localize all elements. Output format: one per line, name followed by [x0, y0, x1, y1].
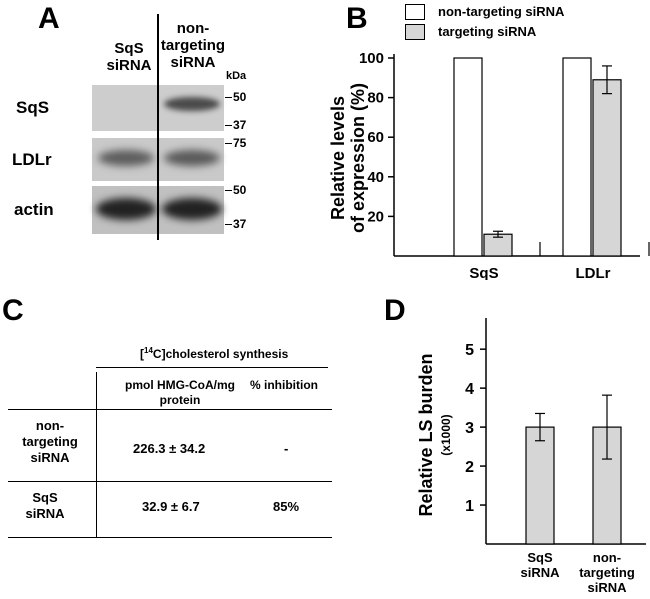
row-label-sqs: SqS	[16, 98, 50, 117]
y-tick-label: 40	[367, 169, 384, 186]
header-sup: 14	[144, 346, 153, 355]
band-actin-nontargeting	[162, 198, 222, 220]
y-tick-label: 2	[465, 459, 474, 476]
ylabel-b-line2: of expression (%)	[348, 83, 368, 233]
x-tick-label: SqS	[469, 265, 498, 280]
y-tick-label: 80	[367, 90, 384, 107]
row-label-nontargeting: non- targeting siRNA	[22, 418, 78, 465]
panel-d-letter: D	[384, 294, 406, 327]
y-tick-label: 100	[359, 50, 384, 67]
band-ldlr-nontargeting	[164, 150, 220, 166]
x-tick-label: LDLr	[576, 265, 611, 280]
chart-b: Relative levels of expression (%) 20 40 60…	[328, 50, 650, 280]
y-tick-label: 4	[465, 381, 474, 398]
panel-c-letter: C	[2, 294, 24, 327]
table-bottom-rule	[8, 537, 332, 538]
legend-label-nontargeting: non-targeting siRNA	[438, 4, 565, 19]
lane-divider	[157, 14, 159, 240]
marker-actin-50: 50	[233, 183, 247, 197]
y-tick-label: 5	[465, 342, 474, 359]
bar-ls-burden	[525, 426, 555, 545]
kda-label: kDa	[226, 70, 247, 82]
bar-nontargeting-ldlr	[562, 57, 592, 257]
header-pre: [	[140, 347, 144, 361]
inhibition-sqs: 85%	[273, 499, 300, 514]
panel-a-letter: A	[38, 2, 60, 35]
marker-dash	[225, 190, 232, 191]
inhibition-nontargeting: -	[284, 441, 289, 456]
marker-actin-37: 37	[233, 217, 247, 231]
ylabel-d: Relative LS burden	[416, 353, 436, 516]
bar-nontargeting-sqs	[453, 57, 483, 257]
y-tick-label: 20	[367, 208, 384, 225]
y-tick-label: 3	[465, 420, 474, 437]
x-tick-label: non-targeting siRNA	[579, 550, 635, 595]
y-tick-label: 60	[367, 129, 384, 146]
ylabel-d-sub: (x1000)	[439, 414, 453, 455]
band-ldlr-sqs	[98, 150, 154, 166]
marker-dash	[225, 125, 232, 126]
header-post: C]cholesterol synthesis	[152, 347, 289, 361]
lane-label-nontargeting: non- targeting siRNA	[160, 20, 226, 71]
band-sqs-nontargeting	[164, 97, 220, 111]
table-col-rule	[96, 372, 97, 538]
marker-sqs-37: 37	[233, 118, 247, 132]
legend-swatch-nontargeting	[405, 4, 425, 20]
table-header-title: [14C]cholesterol synthesis	[140, 346, 288, 361]
legend-label-targeting: targeting siRNA	[438, 24, 537, 39]
value-sqs: 32.9 ± 6.7	[142, 499, 200, 514]
row-label-ldlr: LDLr	[12, 150, 52, 169]
bar-targeting-ldlr	[592, 79, 622, 257]
col-header-hmg: pmol HMG-CoA/mg protein	[125, 378, 235, 407]
band-actin-sqs	[96, 198, 156, 220]
marker-dash	[225, 97, 232, 98]
panel-b-letter: B	[346, 2, 368, 35]
row-label-actin: actin	[14, 200, 54, 219]
table-header-rule	[96, 367, 328, 368]
chart-d: Relative LS burden (x1000) 1 2 3 4 5 SqS siRNA…	[416, 318, 646, 595]
marker-dash	[225, 143, 232, 144]
col-header-inhibition: % inhibition	[250, 378, 318, 392]
marker-ldlr-75: 75	[233, 136, 247, 150]
row-label-sqs: SqS siRNA	[25, 490, 65, 521]
marker-dash	[225, 224, 232, 225]
y-tick-label: 1	[465, 498, 474, 515]
x-tick-label: SqS siRNA	[520, 550, 560, 580]
ylabel-b-line1: Relative levels	[328, 96, 348, 220]
table-top-rule	[8, 409, 332, 410]
table-mid-rule	[8, 481, 332, 482]
value-nontargeting: 226.3 ± 34.2	[133, 441, 206, 456]
lane-label-sqs: SqS siRNA	[106, 40, 152, 74]
legend-swatch-targeting	[405, 24, 425, 40]
marker-sqs-50: 50	[233, 90, 247, 104]
